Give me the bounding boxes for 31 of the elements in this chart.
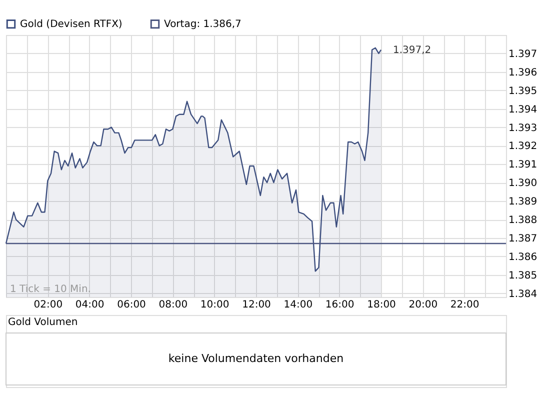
- y-tick-label: 1.390: [508, 178, 538, 190]
- text: Gold Volumen: [8, 317, 78, 328]
- annotation: 1 Tick = 10 Min.: [10, 284, 91, 295]
- x-tick-label: 04:00: [75, 300, 104, 310]
- y-tick-label: 1.397: [508, 48, 538, 60]
- x-tick-label: 22:00: [450, 300, 480, 310]
- y-tick-label: 1.387: [508, 233, 538, 244]
- text: keine Volumendaten vorhanden: [168, 352, 344, 365]
- y-tick-label: 1.386: [508, 252, 538, 263]
- x-tick-label: 12:00: [242, 300, 271, 310]
- y-tick-label: 1.388: [508, 215, 538, 226]
- y-tick-label: 1.393: [508, 122, 538, 134]
- x-tick-label: 14:00: [284, 300, 313, 310]
- x-tick-label: 06:00: [117, 300, 146, 310]
- y-tick-label: 1.384: [508, 288, 538, 300]
- y-tick-label: 1.389: [508, 196, 538, 208]
- y-tick-label: 1.394: [508, 104, 538, 116]
- x-tick-label: 18:00: [367, 300, 396, 310]
- annotation: 1.397,2: [393, 44, 432, 56]
- y-tick-label: 1.395: [508, 86, 538, 97]
- y-tick-label: 1.391: [508, 160, 538, 171]
- legend-label: Vortag: 1.386,7: [164, 19, 242, 30]
- x-tick-label: 20:00: [408, 300, 438, 310]
- y-tick-label: 1.392: [508, 141, 538, 152]
- y-tick-label: 1.396: [508, 67, 538, 78]
- x-tick-label: 02:00: [34, 300, 63, 310]
- x-tick-label: 10:00: [200, 300, 230, 310]
- x-tick-label: 08:00: [158, 300, 188, 310]
- x-tick-label: 16:00: [325, 300, 354, 310]
- y-tick-label: 1.385: [508, 270, 538, 282]
- legend-label: Gold (Devisen RTFX): [20, 19, 122, 30]
